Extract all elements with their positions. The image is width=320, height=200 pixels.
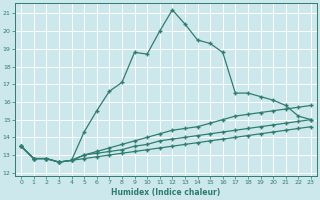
X-axis label: Humidex (Indice chaleur): Humidex (Indice chaleur) [111, 188, 221, 197]
